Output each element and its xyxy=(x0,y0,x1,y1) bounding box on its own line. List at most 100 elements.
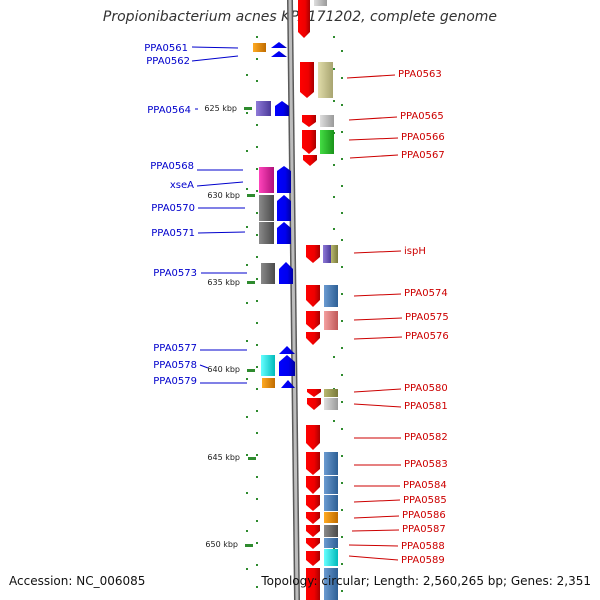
label-leader-line xyxy=(353,250,402,254)
forward-gene-arrow xyxy=(271,42,287,48)
guide-dot xyxy=(256,124,258,126)
guide-dot xyxy=(246,530,248,532)
guide-dot xyxy=(341,158,343,160)
cog-box xyxy=(324,495,338,511)
scale-tick xyxy=(247,194,255,197)
gene-label-xsea: xseA xyxy=(170,180,194,191)
guide-dot xyxy=(256,366,258,368)
cog-box xyxy=(324,285,338,307)
gene-label-ppa0574: PPA0574 xyxy=(404,288,448,299)
reverse-gene-arrow xyxy=(306,538,320,549)
reverse-gene-arrow xyxy=(303,155,317,166)
forward-gene-arrow xyxy=(281,380,295,388)
guide-dot xyxy=(341,77,343,79)
reverse-gene-arrow xyxy=(306,512,320,524)
label-leader-line xyxy=(351,529,400,532)
label-leader-line xyxy=(348,544,399,547)
guide-dot xyxy=(246,568,248,570)
guide-dot xyxy=(256,322,258,324)
reverse-gene-arrow xyxy=(307,389,321,397)
guide-dot xyxy=(341,401,343,403)
guide-dot xyxy=(256,212,258,214)
cog-box xyxy=(261,263,275,284)
guide-dot xyxy=(246,226,248,228)
guide-dot xyxy=(246,150,248,152)
cog-box xyxy=(331,245,338,263)
scale-label-645: 645 kbp xyxy=(207,453,240,462)
cog-box xyxy=(324,311,338,330)
guide-dot xyxy=(246,188,248,190)
guide-dot xyxy=(256,344,258,346)
reverse-gene-arrow xyxy=(306,311,320,330)
scale-label-625: 625 kbp xyxy=(204,104,237,113)
reverse-strand-genes xyxy=(298,0,338,600)
guide-dot xyxy=(256,388,258,390)
label-leader-line xyxy=(353,499,401,503)
forward-gene-arrow xyxy=(277,195,291,221)
guide-dot xyxy=(256,432,258,434)
guide-dot xyxy=(333,68,335,70)
cog-box xyxy=(320,115,334,127)
guide-dot xyxy=(256,146,258,148)
label-leader-line xyxy=(353,515,400,519)
forward-strand-genes xyxy=(253,42,295,388)
cog-box xyxy=(256,101,271,116)
gene-label-ppa0583: PPA0583 xyxy=(404,459,448,470)
guide-dot xyxy=(256,190,258,192)
cog-box xyxy=(320,130,334,154)
scale-tick xyxy=(247,281,255,284)
guide-dot xyxy=(256,80,258,82)
guide-dot xyxy=(333,420,335,422)
guide-dot xyxy=(341,104,343,106)
gene-label-ppa0576: PPA0576 xyxy=(405,331,449,342)
reverse-gene-arrow xyxy=(306,551,320,566)
cog-box xyxy=(259,167,274,193)
gene-label-ppa0568: PPA0568 xyxy=(150,161,194,172)
cog-box xyxy=(261,355,275,376)
label-leader-line xyxy=(191,46,239,49)
guide-dot xyxy=(256,36,258,38)
gene-label-ppa0571: PPA0571 xyxy=(151,228,195,239)
guide-dot xyxy=(256,564,258,566)
right-gene-labels: PPA0563 PPA0565 PPA0566 PPA0567 ispH PPA… xyxy=(346,69,449,566)
forward-gene-arrow xyxy=(279,346,295,354)
cog-box xyxy=(324,549,338,566)
scale-tick xyxy=(247,369,255,372)
cog-box xyxy=(324,452,338,475)
forward-gene-arrow xyxy=(271,51,287,57)
gene-label-ppa0584: PPA0584 xyxy=(403,480,447,491)
guide-dot xyxy=(256,300,258,302)
guide-dot xyxy=(256,234,258,236)
forward-gene-arrow xyxy=(279,262,293,284)
guide-dot xyxy=(333,36,335,38)
reverse-gene-arrow xyxy=(306,495,320,511)
guide-dot xyxy=(333,228,335,230)
scale-bar: 625 kbp 630 kbp 635 kbp 640 kbp 645 kbp … xyxy=(204,104,240,549)
guide-dot xyxy=(341,185,343,187)
guide-dot xyxy=(341,131,343,133)
label-leader-line xyxy=(197,231,246,234)
cog-box xyxy=(259,195,274,221)
cog-box xyxy=(323,245,331,263)
gene-label-ppa0578: PPA0578 xyxy=(153,360,197,371)
cog-box xyxy=(314,0,327,6)
guide-dot xyxy=(341,374,343,376)
guide-dot xyxy=(341,239,343,241)
cog-box xyxy=(318,62,333,98)
forward-gene-arrow xyxy=(277,222,291,244)
guide-dot xyxy=(341,536,343,538)
left-gene-labels: PPA0561 PPA0562 PPA0564 PPA0568 xseA PPA… xyxy=(144,43,247,387)
reverse-gene-arrow xyxy=(306,568,320,600)
guide-dot xyxy=(333,100,335,102)
guide-dot xyxy=(333,356,335,358)
guide-dot xyxy=(341,509,343,511)
guide-dot xyxy=(333,196,335,198)
gene-label-ppa0586: PPA0586 xyxy=(402,510,446,521)
scale-tick xyxy=(248,457,256,460)
reverse-gene-arrow xyxy=(306,476,320,494)
scale-label-650: 650 kbp xyxy=(205,540,238,549)
gene-label-ppa0564: PPA0564 xyxy=(147,105,191,116)
label-leader-line xyxy=(191,55,239,62)
guide-dot xyxy=(341,212,343,214)
